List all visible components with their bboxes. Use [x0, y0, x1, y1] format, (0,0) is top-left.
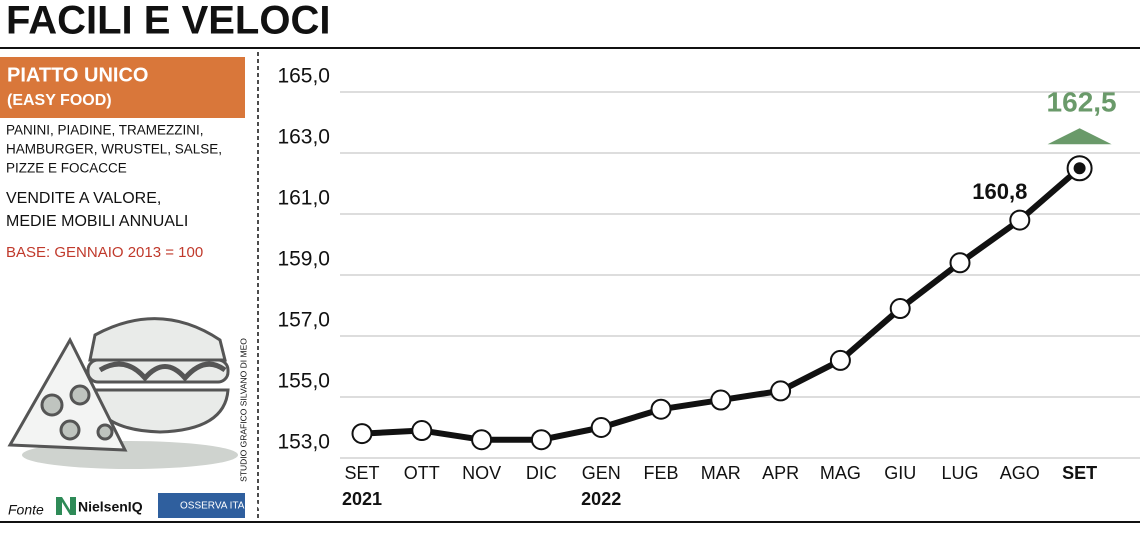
x-tick-label: MAR — [701, 463, 741, 483]
source-label: Fonte — [8, 502, 44, 518]
panel-description: PANINI, PIADINE, TRAMEZZINI, — [6, 123, 204, 138]
x-tick-label: SET — [1062, 463, 1097, 483]
highlight-arrow — [1047, 128, 1112, 145]
x-tick-label: MAG — [820, 463, 861, 483]
point — [949, 252, 971, 274]
x-tick-label: FEB — [643, 463, 678, 483]
point — [889, 298, 911, 320]
y-tick-label: 165,0 — [277, 65, 330, 88]
point — [829, 349, 851, 371]
credit: STUDIO GRAFICO SILVANO DI MEO — [238, 338, 248, 482]
panel-description: PIZZE E FOCACCE — [6, 161, 127, 176]
y-tick-label: 163,0 — [277, 126, 330, 149]
source-logo: NielsenIQ — [78, 499, 143, 515]
food-illustration — [7, 317, 238, 469]
x-year-label: 2021 — [342, 489, 382, 509]
point — [471, 429, 493, 451]
panel-title: PIATTO UNICO — [7, 64, 148, 86]
point — [710, 389, 732, 411]
panel-description: HAMBURGER, WRUSTEL, SALSE, — [6, 142, 222, 157]
x-tick-label: NOV — [462, 463, 501, 483]
x-tick-label: OTT — [404, 463, 440, 483]
x-tick-label: GEN — [582, 463, 621, 483]
x-tick-label: GIU — [884, 463, 916, 483]
point — [770, 380, 792, 402]
panel-base: BASE: GENNAIO 2013 = 100 — [6, 244, 203, 261]
point — [1073, 162, 1086, 175]
value-label: 162,5 — [1047, 87, 1117, 118]
value-label: 160,8 — [972, 179, 1027, 204]
x-tick-label: DIC — [526, 463, 557, 483]
x-tick-label: AGO — [1000, 463, 1040, 483]
panel-measure: MEDIE MOBILI ANNUALI — [6, 213, 188, 230]
y-tick-label: 159,0 — [277, 248, 330, 271]
x-tick-label: LUG — [941, 463, 978, 483]
x-year-label: 2022 — [581, 489, 621, 509]
y-tick-label: 153,0 — [277, 431, 330, 454]
panel-measure: VENDITE A VALORE, — [6, 190, 161, 207]
point — [530, 429, 552, 451]
y-tick-label: 161,0 — [277, 187, 330, 210]
point — [351, 423, 373, 445]
point — [1009, 209, 1031, 231]
osserva-logo-box — [158, 493, 245, 518]
y-tick-label: 157,0 — [277, 309, 330, 332]
x-tick-label: APR — [762, 463, 799, 483]
nielsen-icon — [56, 497, 76, 515]
point — [411, 420, 433, 442]
title: FACILI E VELOCI — [6, 0, 330, 43]
source-logo: OSSERVA ITALIA — [180, 501, 260, 512]
y-tick-label: 155,0 — [277, 370, 330, 393]
point — [590, 417, 612, 438]
x-tick-label: SET — [344, 463, 379, 483]
point — [650, 398, 672, 420]
panel-header — [0, 57, 245, 118]
panel-subtitle: (EASY FOOD) — [7, 92, 112, 109]
